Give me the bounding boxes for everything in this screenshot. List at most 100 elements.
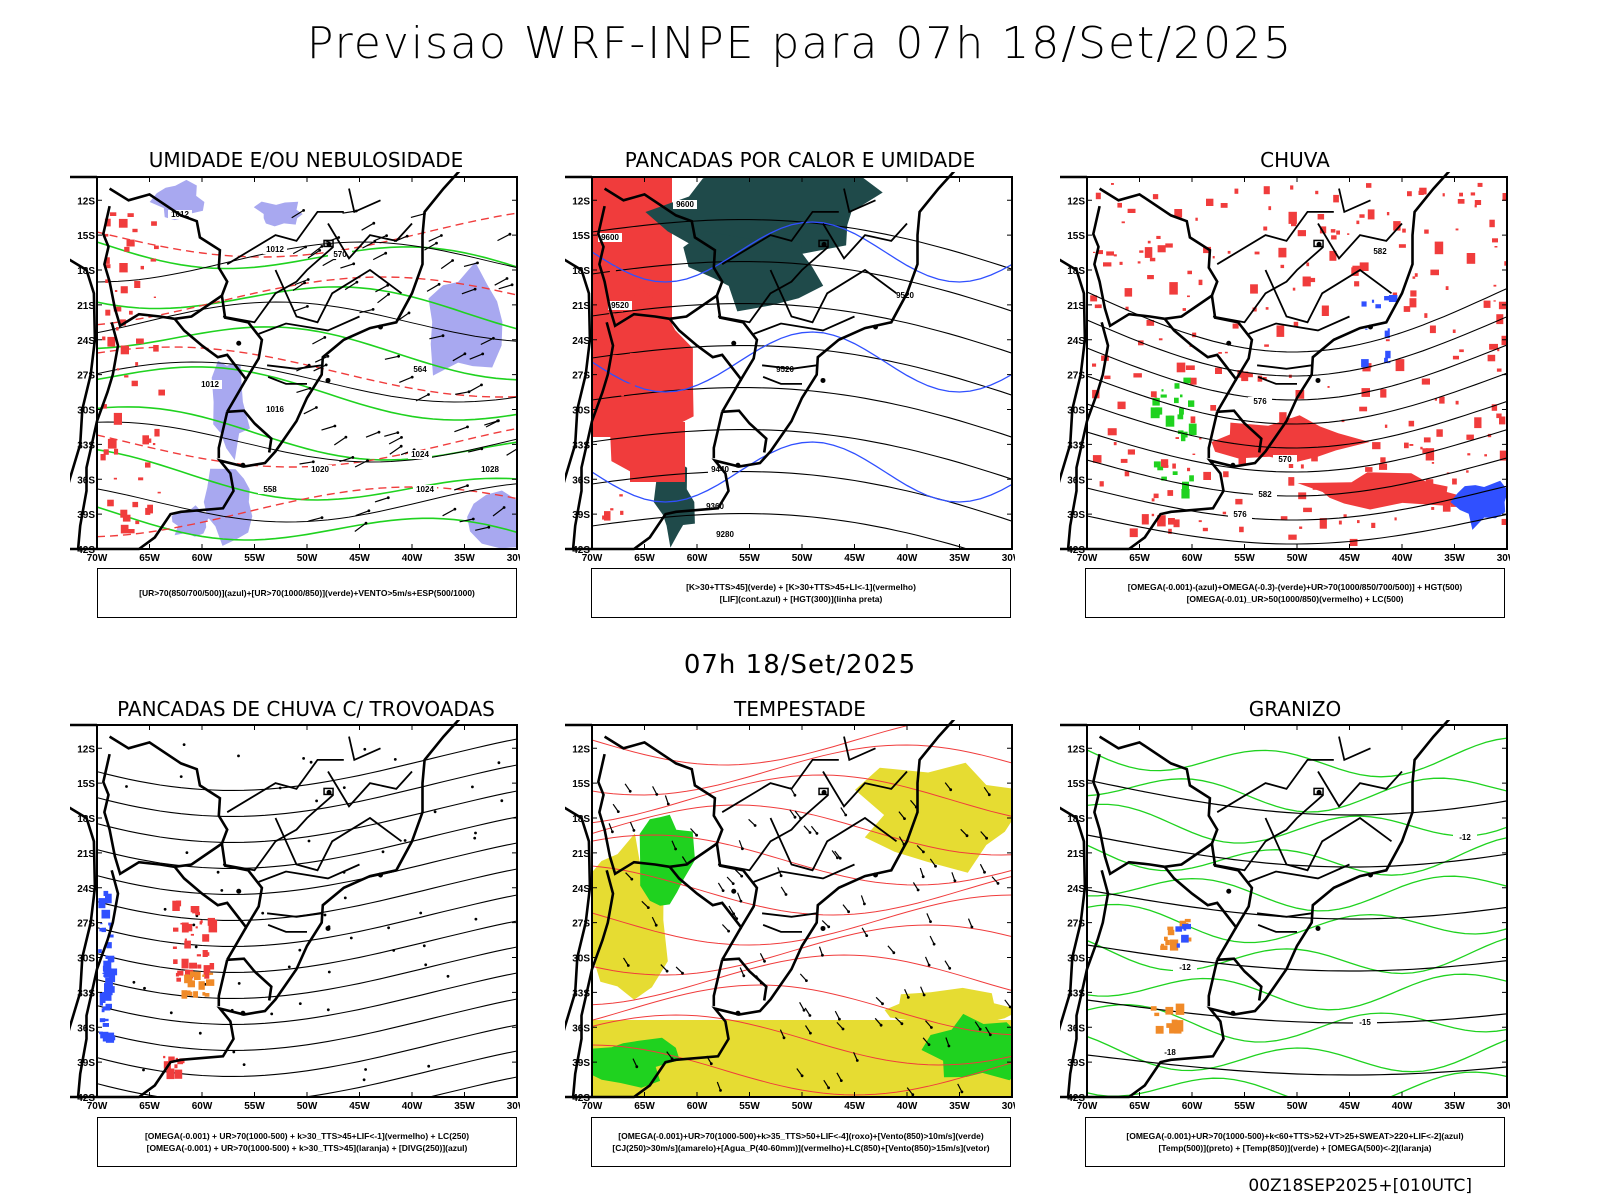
wind-vector-head bbox=[306, 278, 310, 281]
streamline-arrow-head bbox=[132, 980, 136, 984]
humidity-contour-green bbox=[97, 241, 517, 270]
geopotential-contour bbox=[1087, 400, 1507, 449]
country-border bbox=[1098, 735, 1219, 869]
coastline bbox=[565, 172, 956, 551]
temperature-500-contour bbox=[1087, 834, 1507, 868]
divergence-area-blue bbox=[101, 909, 111, 919]
lon-tick-label: 40W bbox=[402, 553, 423, 562]
wind-vector-head bbox=[386, 496, 390, 500]
rain-area-red bbox=[1501, 335, 1507, 346]
wind-vector bbox=[442, 508, 456, 517]
streamline-arrow-head bbox=[194, 945, 198, 949]
wind-vector bbox=[799, 1002, 805, 1011]
streamline-arrow-head bbox=[427, 1064, 431, 1068]
lat-tick-label: 15S bbox=[1067, 231, 1085, 242]
jet-area-yellow bbox=[855, 762, 1012, 873]
wind-vector-head bbox=[655, 793, 659, 796]
humidity-speckle-red bbox=[153, 345, 159, 352]
rain-area-red bbox=[1158, 338, 1163, 341]
wind-vector bbox=[831, 850, 838, 859]
country-border bbox=[173, 295, 264, 382]
wind-vector bbox=[967, 918, 973, 928]
lat-tick-label: 42S bbox=[572, 545, 590, 556]
lat-tick-label: 33S bbox=[77, 440, 95, 451]
wind-vector bbox=[804, 1025, 811, 1034]
country-border bbox=[1207, 411, 1219, 459]
country-border bbox=[1217, 957, 1263, 1001]
omega-area-orange bbox=[1164, 936, 1168, 941]
contour-label-bg bbox=[263, 245, 287, 254]
wind-vector-head bbox=[948, 966, 952, 970]
contour-label: 1024 bbox=[411, 450, 429, 459]
wind-vector-head bbox=[366, 459, 369, 462]
wind-vector-head bbox=[949, 788, 953, 792]
wind-vector-head bbox=[323, 336, 327, 339]
thunderstorm-area-red bbox=[172, 946, 177, 949]
country-border bbox=[1091, 753, 1165, 876]
rain-area-red bbox=[1175, 437, 1179, 439]
wind-vector-head bbox=[881, 1002, 884, 1006]
geopotential-contour bbox=[1087, 316, 1507, 377]
wind-vector-head bbox=[473, 287, 477, 291]
lon-tick-label: 70W bbox=[582, 553, 603, 562]
rain-area-red bbox=[1095, 192, 1101, 200]
rain-area-red bbox=[1246, 372, 1253, 378]
thickness-contour-red bbox=[97, 486, 517, 538]
city-marker bbox=[240, 1010, 246, 1016]
rain-area-red bbox=[1421, 378, 1430, 385]
rain-area-blue bbox=[1388, 295, 1398, 302]
rain-area-red bbox=[1395, 359, 1405, 372]
wind-vector bbox=[469, 353, 483, 360]
thunderstorm-area-red bbox=[174, 1069, 183, 1079]
lon-tick-label: 55W bbox=[739, 553, 760, 562]
rain-area-red bbox=[1144, 247, 1153, 258]
humidity-contour-green bbox=[97, 448, 517, 501]
rain-area-red bbox=[1288, 463, 1294, 468]
state-border bbox=[226, 759, 344, 813]
rain-area-red bbox=[1215, 367, 1222, 374]
contour-label-bg bbox=[713, 530, 737, 539]
wind-vector bbox=[440, 260, 453, 270]
wind-vector bbox=[461, 288, 476, 295]
rain-area-blue bbox=[1361, 301, 1367, 307]
divergence-area-blue bbox=[101, 1008, 105, 1013]
instability-speckle bbox=[622, 280, 626, 284]
streamline-red bbox=[592, 725, 913, 766]
rain-area-red bbox=[1408, 420, 1415, 427]
contour-label: 9440 bbox=[711, 465, 729, 474]
humidity-speckle-red bbox=[105, 279, 109, 283]
divergence-area-blue bbox=[99, 1018, 106, 1023]
wind-vector bbox=[608, 823, 613, 833]
panel-4-legend: [OMEGA(-0.001) + UR>70(1000-500) + k>30_… bbox=[97, 1117, 517, 1167]
lon-tick-label: 30W bbox=[1002, 1101, 1015, 1110]
coastline bbox=[1060, 172, 1451, 551]
lon-tick-label: 70W bbox=[1077, 553, 1098, 562]
thunderstorm-area-red bbox=[197, 964, 202, 969]
contour-label-bg bbox=[328, 250, 352, 259]
wind-vector bbox=[660, 964, 668, 972]
city-marker bbox=[378, 872, 383, 878]
lat-tick-label: 30S bbox=[1067, 954, 1085, 965]
wind-vector bbox=[925, 1020, 932, 1028]
wind-vector-head bbox=[508, 232, 512, 236]
rain-area-red bbox=[1190, 416, 1196, 424]
lat-tick-label: 36S bbox=[572, 1023, 590, 1034]
rain-area-red bbox=[1279, 412, 1287, 423]
hail-area-blue bbox=[1175, 926, 1183, 932]
run-timestamp: 00Z18SEP2025+[010UTC] bbox=[1248, 1176, 1472, 1196]
thunderstorm-area-red bbox=[163, 1055, 166, 1059]
wind-vector bbox=[469, 384, 482, 393]
lat-tick-label: 18S bbox=[1067, 814, 1085, 825]
contour-label: 1020 bbox=[311, 465, 329, 474]
streamline bbox=[97, 894, 517, 947]
contour-label: 9600 bbox=[676, 200, 694, 209]
wind-vector bbox=[834, 850, 841, 859]
omega-area-orange bbox=[1167, 926, 1174, 931]
thunderstorm-area-red bbox=[173, 959, 178, 964]
humidity-speckle-red bbox=[120, 345, 129, 355]
wind-vector bbox=[397, 312, 410, 322]
lat-tick-label: 42S bbox=[572, 1093, 590, 1104]
streamline-arrow-head bbox=[182, 743, 186, 746]
wind-vector-head bbox=[396, 431, 400, 434]
lat-tick-label: 27S bbox=[77, 371, 95, 382]
